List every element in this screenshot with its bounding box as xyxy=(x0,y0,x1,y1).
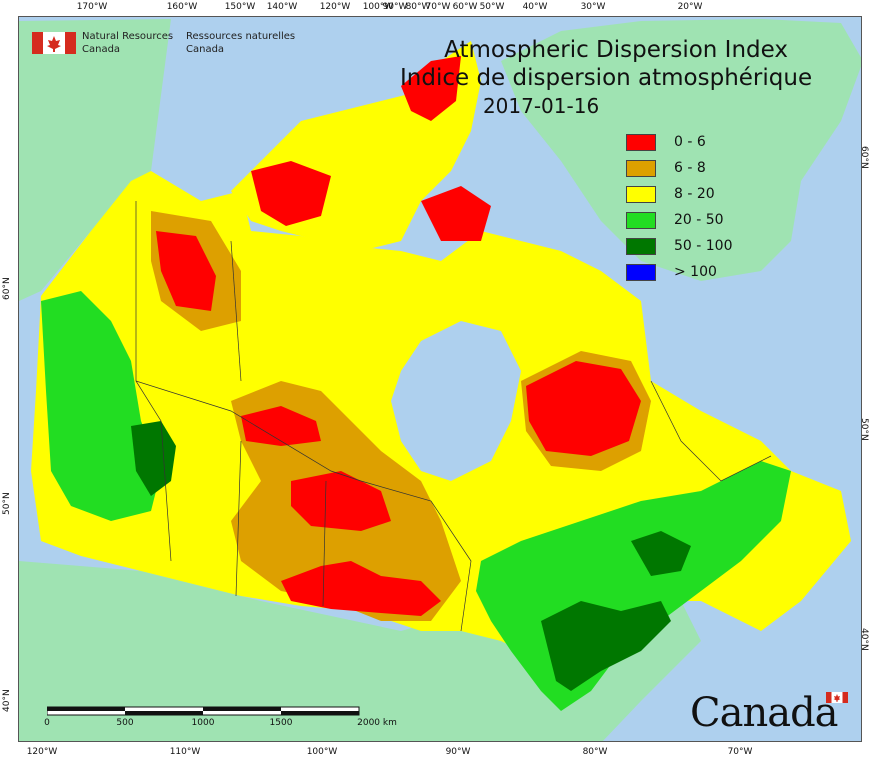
wordmark-flag-icon xyxy=(826,692,848,703)
top-longitude-label: 30°W xyxy=(580,2,606,12)
legend-swatch xyxy=(626,134,656,151)
zone-0-6-baffin xyxy=(421,186,491,241)
map-graphic xyxy=(19,19,861,741)
top-longitude-label: 60°W xyxy=(452,2,478,12)
canada-wordmark-text: Canada xyxy=(690,690,839,736)
bottom-longitude-label: 100°W xyxy=(306,747,338,757)
left-latitude-label: 50°N xyxy=(2,492,12,515)
canada-flag-icon xyxy=(32,32,76,54)
left-latitude-label: 60°N xyxy=(2,277,12,300)
bottom-longitude-label: 120°W xyxy=(26,747,58,757)
map-canvas[interactable] xyxy=(18,16,862,742)
map-title: Atmospheric Dispersion Index Indice de d… xyxy=(400,36,812,120)
scale-label: 500 xyxy=(116,718,134,728)
top-longitude-label: 70°W xyxy=(425,2,451,12)
alaska xyxy=(19,19,171,301)
top-longitude-label: 150°W xyxy=(224,2,256,12)
bottom-longitude-label: 110°W xyxy=(169,747,201,757)
scale-label: 2000 km xyxy=(357,718,397,728)
legend-label: 0 - 6 xyxy=(674,134,706,150)
top-longitude-label: 40°W xyxy=(522,2,548,12)
bottom-longitude-label: 80°W xyxy=(582,747,608,757)
greenland xyxy=(501,19,861,281)
legend-label: 6 - 8 xyxy=(674,160,706,176)
scale-bar: 0 500 1000 1500 2000 km xyxy=(44,704,397,728)
united-states xyxy=(19,561,701,741)
title-french: Indice de dispersion atmosphérique xyxy=(400,65,813,91)
legend-swatch xyxy=(626,212,656,229)
top-longitude-label: 50°W xyxy=(479,2,505,12)
nrcan-en-line2: Canada xyxy=(82,44,121,55)
scale-label: 1000 xyxy=(191,718,215,728)
title-date: 2017-01-16 xyxy=(482,94,600,118)
legend-label: 20 - 50 xyxy=(674,212,724,228)
zone-0-6-quebec xyxy=(526,361,641,456)
top-longitude-label: 80°W xyxy=(405,2,431,12)
bottom-longitude-label: 90°W xyxy=(445,747,471,757)
legend-swatch xyxy=(626,264,656,281)
top-longitude-label: 160°W xyxy=(166,2,198,12)
top-longitude-label: 140°W xyxy=(266,2,298,12)
zone-0-6-ellesmere xyxy=(401,56,461,121)
legend-label: 50 - 100 xyxy=(674,238,733,254)
zone-0-6-arctic xyxy=(251,161,331,226)
left-latitude-label: 40°N xyxy=(2,689,12,712)
nrcan-fr-line2: Canada xyxy=(186,44,225,55)
zone-0-6-mackenzie xyxy=(156,231,216,311)
top-longitude-label: 120°W xyxy=(319,2,351,12)
bottom-longitude-label: 70°W xyxy=(727,747,753,757)
hudson-bay xyxy=(391,321,521,481)
nrcan-en-line1: Natural Resources xyxy=(82,31,174,42)
legend-swatch xyxy=(626,186,656,203)
legend-swatch xyxy=(626,238,656,255)
top-longitude-label: 100°W xyxy=(362,2,394,12)
title-english: Atmospheric Dispersion Index xyxy=(444,37,788,63)
top-longitude-label: 170°W xyxy=(76,2,108,12)
legend-label: > 100 xyxy=(674,264,717,280)
legend-label: 8 - 20 xyxy=(674,186,715,202)
canada-wordmark: Canada xyxy=(690,686,850,736)
scale-bar-graphic xyxy=(46,706,360,716)
scale-label: 0 xyxy=(44,718,50,728)
legend-swatch xyxy=(626,160,656,177)
province-boundaries xyxy=(135,201,772,632)
zone-0-6-prairies xyxy=(291,471,391,531)
zone-50-100-quebec xyxy=(631,531,691,576)
zone-0-6-slave-lake xyxy=(241,406,321,446)
zone-20-50-west xyxy=(41,291,161,521)
scale-label: 1500 xyxy=(269,718,293,728)
top-longitude-label: 20°W xyxy=(677,2,703,12)
top-longitude-label: 90°W xyxy=(382,2,408,12)
nrcan-fr-line1: Ressources naturelles xyxy=(186,31,296,42)
zone-50-100-east xyxy=(541,601,671,691)
zone-0-6-south xyxy=(281,561,441,616)
